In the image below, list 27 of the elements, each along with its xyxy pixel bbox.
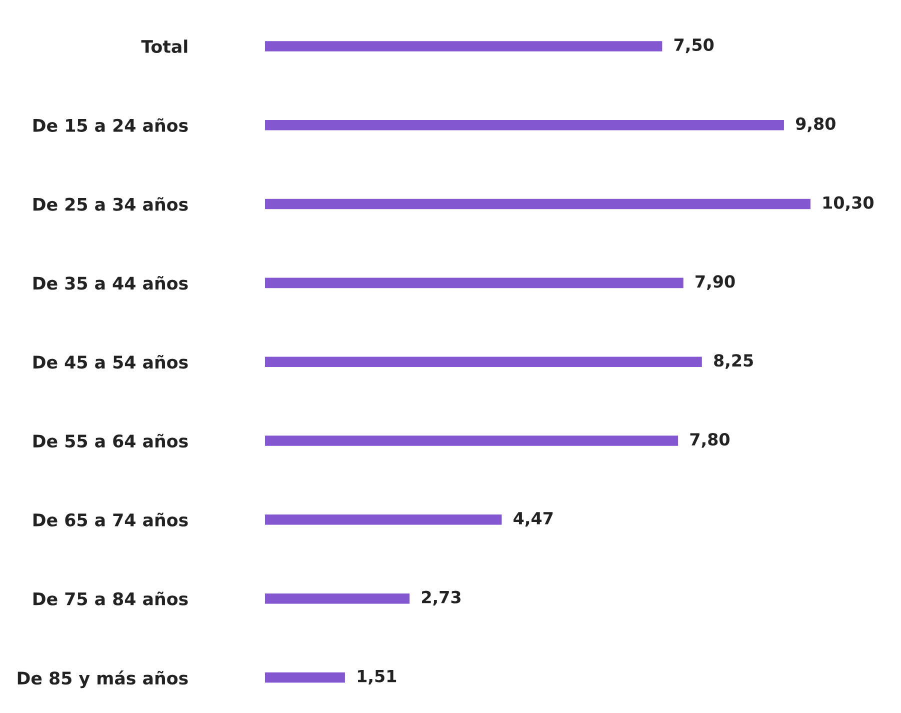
bar <box>265 436 678 446</box>
data-label: 9,80 <box>796 117 836 132</box>
data-label: 7,80 <box>690 432 730 448</box>
data-label: 4,47 <box>514 512 553 527</box>
data-label: 8,25 <box>714 354 753 369</box>
y-tick-label: De 75 a 84 años <box>33 592 188 606</box>
bar <box>265 514 502 525</box>
bar <box>265 356 702 367</box>
y-tick-label: De 35 a 44 años <box>33 276 188 290</box>
bar <box>265 278 684 288</box>
y-tick-label: De 65 a 74 años <box>33 512 188 527</box>
y-tick-label: De 85 y más años <box>18 670 188 688</box>
data-label: 2,73 <box>422 590 460 606</box>
y-tick-label: De 15 a 24 años <box>33 118 188 132</box>
bar <box>265 41 662 52</box>
y-tick-label: Total <box>141 40 188 54</box>
data-label: 10,30 <box>823 196 874 211</box>
bar <box>265 672 345 683</box>
bar <box>265 593 410 604</box>
data-label: 7,50 <box>674 38 714 54</box>
bar <box>265 120 784 130</box>
y-tick-label: De 55 a 64 años <box>33 434 188 448</box>
data-label: 7,90 <box>696 275 735 290</box>
bar <box>265 198 810 210</box>
y-tick-label: De 45 a 54 años <box>33 354 188 369</box>
data-label: 1,51 <box>358 670 396 684</box>
y-tick-label: De 25 a 34 años <box>33 197 188 211</box>
